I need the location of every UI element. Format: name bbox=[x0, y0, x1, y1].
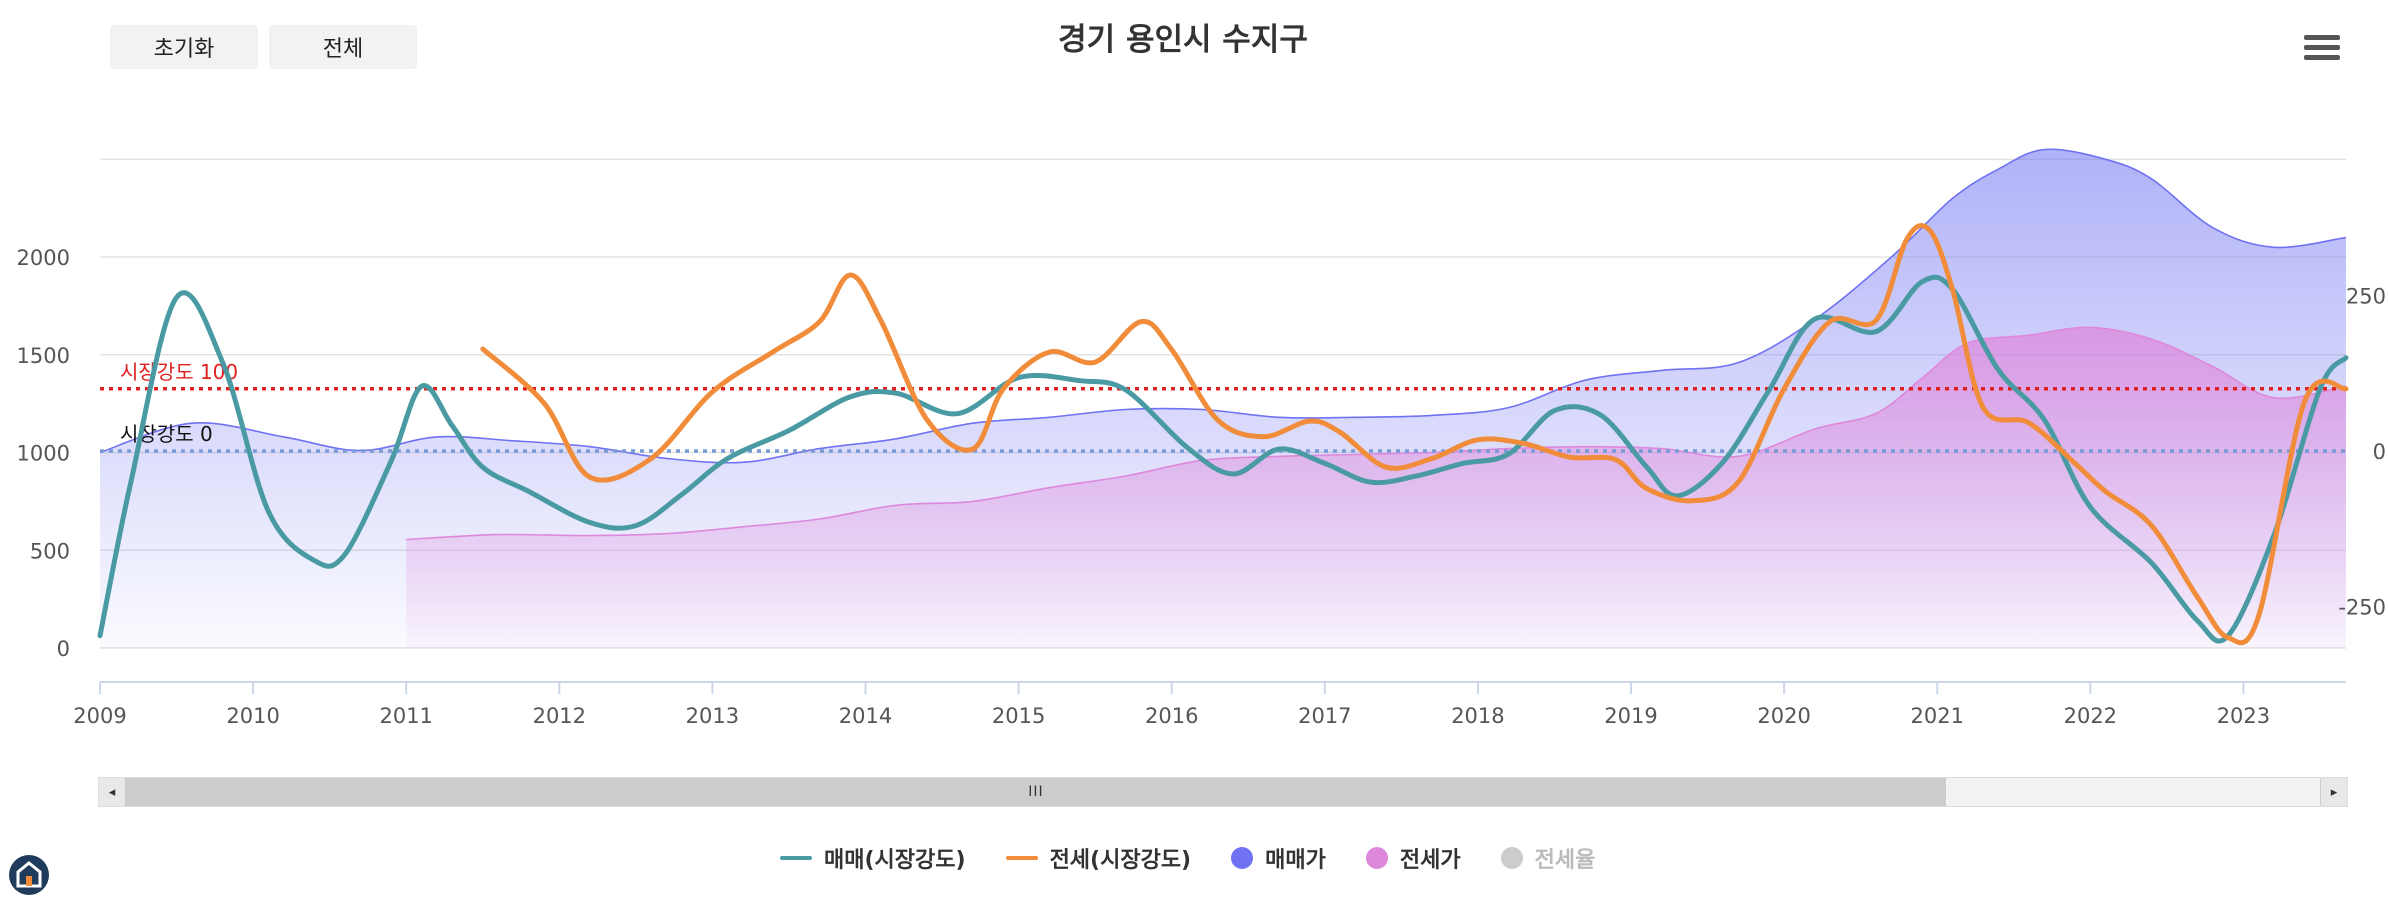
legend-item-jeonse-ratio[interactable]: 전세율 bbox=[1500, 842, 1596, 874]
plot-line-label: 시장강도 100 bbox=[120, 360, 238, 384]
x-tick-label: 2016 bbox=[1145, 704, 1198, 728]
series-area-outline bbox=[99, 148, 2347, 464]
x-tick-label: 2012 bbox=[533, 704, 586, 728]
line-series bbox=[97, 223, 2349, 646]
y-right-tick-label: 250 bbox=[2346, 285, 2386, 309]
scrollbar-thumb[interactable]: III bbox=[126, 778, 1946, 806]
navigator-scrollbar[interactable]: ◂ III ▸ bbox=[98, 777, 2348, 807]
scroll-right-button[interactable]: ▸ bbox=[2320, 778, 2347, 806]
legend-item-jeonse-price[interactable]: 전세가 bbox=[1365, 842, 1461, 874]
y-left-tick-label: 500 bbox=[30, 539, 70, 563]
x-tick-label: 2015 bbox=[992, 704, 1045, 728]
dot-swatch-icon bbox=[1500, 847, 1523, 869]
legend-label: 전세가 bbox=[1399, 848, 1461, 873]
legend-item-sale-strength[interactable]: 매매(시장강도) bbox=[780, 842, 966, 874]
legend-item-sale-price[interactable]: 매매가 bbox=[1231, 842, 1326, 874]
home-logo-icon[interactable] bbox=[9, 855, 49, 895]
x-tick-label: 2011 bbox=[379, 704, 432, 728]
hamburger-menu-icon[interactable] bbox=[2304, 35, 2340, 65]
x-tick-label: 2009 bbox=[73, 704, 126, 728]
series-line bbox=[480, 223, 2349, 646]
legend-label: 전세율 bbox=[1534, 848, 1596, 873]
line-swatch-icon bbox=[780, 856, 812, 860]
all-range-button[interactable]: 전체 bbox=[269, 25, 417, 69]
x-tick-label: 2018 bbox=[1451, 704, 1504, 728]
scroll-left-button[interactable]: ◂ bbox=[99, 778, 126, 806]
y-right-tick-label: -250 bbox=[2338, 596, 2386, 620]
axes: 2009 2010 2011 2012 2013 2014 2015 2016 2017 2018… bbox=[17, 246, 2386, 728]
chart-legend: 매매(시장강도) 전세(시장강도) 매매가 전세가 전세율 bbox=[780, 840, 1595, 876]
y-left-tick-label: 1000 bbox=[17, 442, 70, 466]
area-series bbox=[99, 148, 2347, 648]
x-tick-label: 2017 bbox=[1298, 704, 1351, 728]
y-left-tick-label: 1500 bbox=[17, 344, 70, 368]
y-right-tick-label: 0 bbox=[2373, 440, 2386, 464]
x-tick-label: 2021 bbox=[1910, 704, 1963, 728]
x-tick-label: 2022 bbox=[2064, 704, 2117, 728]
x-tick-label: 2010 bbox=[226, 704, 279, 728]
x-tick-label: 2014 bbox=[839, 704, 892, 728]
line-swatch-icon bbox=[1005, 856, 1038, 860]
x-tick-label: 2013 bbox=[686, 704, 739, 728]
legend-label: 매매가 bbox=[1265, 848, 1326, 873]
x-tick-label: 2019 bbox=[1604, 704, 1657, 728]
dot-swatch-icon bbox=[1231, 847, 1254, 869]
chart-title: 경기 용인시 수지구 bbox=[1058, 22, 1308, 58]
x-tick-label: 2020 bbox=[1757, 704, 1810, 728]
legend-item-jeonse-strength[interactable]: 전세(시장강도) bbox=[1005, 842, 1192, 874]
legend-label: 전세(시장강도) bbox=[1049, 848, 1192, 873]
reset-button[interactable]: 초기화 bbox=[110, 25, 258, 69]
y-left-tick-label: 2000 bbox=[17, 246, 70, 270]
legend-label: 매매(시장강도) bbox=[824, 848, 966, 873]
series-line bbox=[97, 274, 2349, 644]
x-tick-label: 2023 bbox=[2217, 704, 2270, 728]
plot-line-label: 시장강도 0 bbox=[120, 422, 213, 446]
dot-swatch-icon bbox=[1365, 847, 1388, 869]
y-left-tick-label: 0 bbox=[57, 637, 70, 661]
series-area-fill bbox=[406, 327, 2347, 648]
market-strength-plot-lines: 시장강도 100 시장강도 0 bbox=[100, 360, 2346, 453]
